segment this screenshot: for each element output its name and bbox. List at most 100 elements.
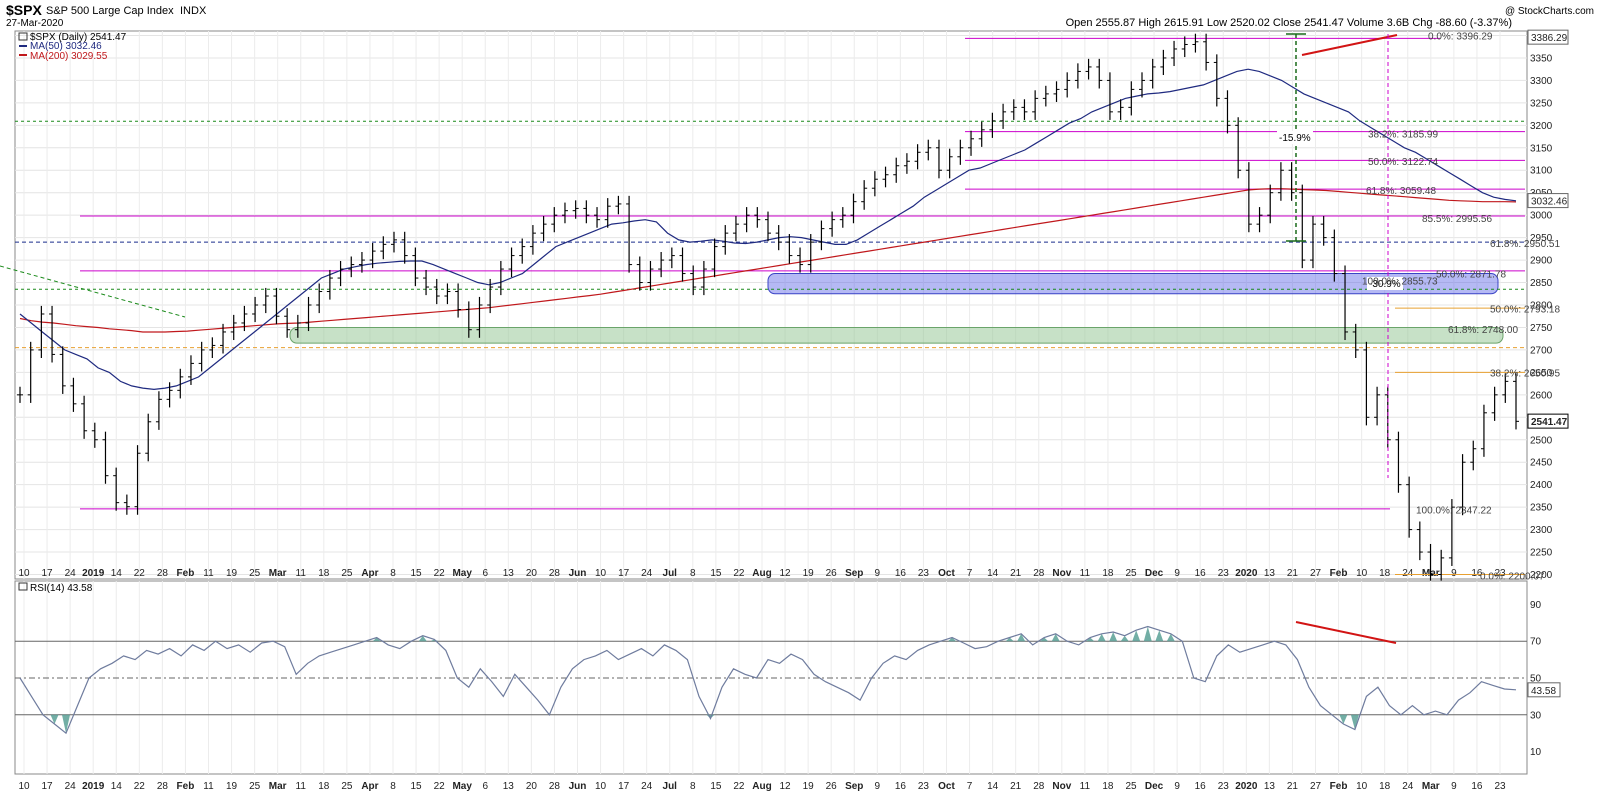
fib-label: 50.0%: 2793.18 [1490, 304, 1560, 315]
price-x-tick: Nov [1052, 568, 1071, 579]
blue-support-band [767, 273, 1499, 295]
price-x-tick: 2020 [1235, 568, 1258, 579]
bottom-x-tick: 17 [42, 781, 54, 792]
price-x-tick: Jul [663, 568, 678, 579]
price-x-tick: 16 [1195, 568, 1207, 579]
price-x-tick: 13 [1264, 568, 1276, 579]
price-x-tick: 11 [203, 568, 214, 579]
price-x-tick: 17 [618, 568, 630, 579]
rsi-tag-value: 43.58 [1531, 686, 1556, 697]
bottom-x-tick: 16 [895, 781, 907, 792]
bottom-x-tick: 8 [390, 781, 396, 792]
price-x-tick: 16 [895, 568, 907, 579]
price-x-tick: 10 [595, 568, 607, 579]
price-x-tick: 28 [549, 568, 561, 579]
fib-label: 38.2%: 3185.99 [1368, 129, 1438, 140]
price-y-tick: 2450 [1530, 458, 1553, 469]
bottom-x-tick: 28 [157, 781, 169, 792]
rsi-legend-icon [18, 582, 28, 591]
price-y-tick: 2400 [1530, 480, 1553, 491]
horizontal-levels [15, 37, 1527, 576]
price-x-tick: Oct [938, 568, 955, 579]
price-x-tick: 22 [733, 568, 745, 579]
bottom-x-tick: Apr [361, 781, 378, 792]
bottom-x-tick: 2019 [82, 781, 105, 792]
price-x-tick: 20 [526, 568, 538, 579]
price-x-tick: 9 [1174, 568, 1180, 579]
price-y-tick: 3000 [1530, 211, 1553, 222]
legend-ma50: MA(50) 3032.46 [30, 41, 102, 52]
fib-label: 61.8%: 2950.51 [1490, 239, 1560, 250]
bottom-x-tick: 19 [226, 781, 238, 792]
price-x-tick: 23 [1218, 568, 1230, 579]
bottom-x-tick: 24 [65, 781, 77, 792]
bottom-x-tick: 6 [482, 781, 488, 792]
price-x-tick: 28 [157, 568, 169, 579]
price-x-tick: 23 [918, 568, 930, 579]
price-x-tick: 2019 [82, 568, 105, 579]
price-y-tick: 3250 [1530, 98, 1553, 109]
drawdown-30-label: -30.9% [1369, 279, 1401, 290]
bottom-x-tick: 19 [803, 781, 815, 792]
legend-main: $SPX (Daily) 2541.47 [30, 32, 127, 43]
rsi-y-axis: 10 30 50 70 90 [1530, 600, 1542, 758]
price-y-tick: 2300 [1530, 525, 1553, 536]
price-x-tick: 19 [226, 568, 238, 579]
bottom-x-tick: 11 [203, 781, 214, 792]
bottom-x-tick: 16 [1471, 781, 1483, 792]
bottom-x-tick: 12 [780, 781, 792, 792]
fib-label: 100.0%: 2347.22 [1416, 506, 1492, 517]
price-tag-box [1527, 29, 1569, 45]
price-x-tick: 10 [1356, 568, 1368, 579]
price-x-tick: 17 [42, 568, 54, 579]
bottom-x-tick: 23 [918, 781, 930, 792]
fib-label: 0.0%: 3396.29 [1428, 31, 1493, 42]
rsi-tag-box [1527, 682, 1561, 698]
price-y-tick: 2650 [1530, 368, 1553, 379]
fib-labels: 0.0%: 3396.29 38.2%: 3185.99 50.0%: 3122.7… [1362, 31, 1560, 582]
legend-ma200: MA(200) 3029.55 [30, 51, 108, 62]
price-x-tick: 11 [1080, 568, 1091, 579]
price-x-tick: 27 [1310, 568, 1322, 579]
watermark: @ StockCharts.com [1505, 6, 1594, 17]
price-x-tick: Sep [845, 568, 863, 579]
bottom-x-tick: 11 [296, 781, 307, 792]
price-x-tick: 18 [1379, 568, 1391, 579]
price-x-tick: 15 [710, 568, 722, 579]
price-y-tick: 2750 [1530, 323, 1553, 334]
price-x-tick: 8 [690, 568, 696, 579]
bottom-x-tick: 16 [1195, 781, 1207, 792]
rsi-y-tick: 10 [1530, 747, 1542, 758]
price-tag-value: 3032.46 [1531, 197, 1568, 208]
price-x-tick: 9 [875, 568, 881, 579]
price-x-tick: May [452, 568, 472, 579]
price-tag-box [1527, 193, 1569, 209]
price-legend: $SPX (Daily) 2541.47 MA(50) 3032.46 MA(2… [18, 32, 127, 62]
bottom-x-tick: 15 [710, 781, 722, 792]
bottom-x-tick: 9 [1174, 781, 1180, 792]
bottom-x-tick: 10 [18, 781, 30, 792]
price-x-tick: 21 [1010, 568, 1022, 579]
price-tag-value: 3386.29 [1531, 33, 1568, 44]
rsi-divergence-line [1295, 621, 1397, 644]
price-x-tick: 26 [826, 568, 838, 579]
bottom-x-tick: Mar [269, 781, 287, 792]
ohlc-legend-icon [18, 32, 28, 41]
fib-label: 100.0%: 2855.73 [1362, 277, 1438, 288]
green-support-band [289, 326, 1504, 344]
chart-date: 27-Mar-2020 [6, 18, 64, 29]
fib-label: 50.0%: 2871.78 [1436, 269, 1506, 280]
bottom-x-tick: Feb [177, 781, 195, 792]
price-bars [17, 33, 1519, 583]
bottom-x-tick: 23 [1494, 781, 1506, 792]
price-x-tick: 18 [318, 568, 330, 579]
price-y-tick: 2200 [1530, 570, 1553, 581]
price-x-tick: Mar [269, 568, 287, 579]
support-bands [289, 273, 1504, 344]
price-x-tick: 28 [1033, 568, 1045, 579]
bottom-x-tick: 18 [318, 781, 330, 792]
bottom-x-tick: 8 [690, 781, 696, 792]
price-x-tick: 22 [134, 568, 146, 579]
ohlc-readout: Open 2555.87 High 2615.91 Low 2520.02 Cl… [1066, 17, 1512, 29]
rsi-line [19, 625, 1517, 735]
